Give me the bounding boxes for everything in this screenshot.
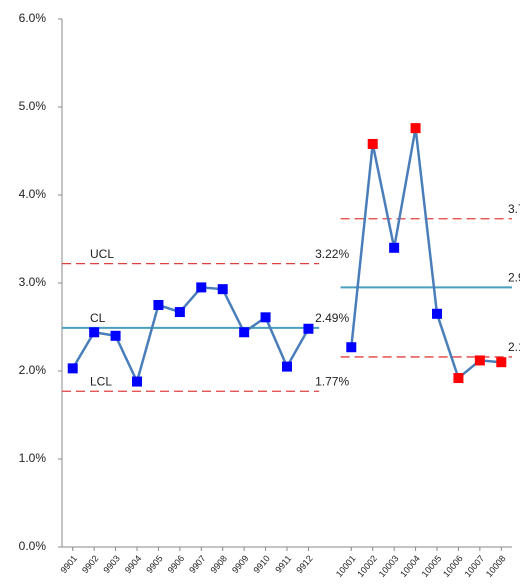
marker <box>132 376 142 387</box>
limit-value: 2.95% <box>508 271 520 285</box>
marker <box>496 357 507 368</box>
x-tick-label: 9901 <box>59 553 80 575</box>
marker <box>239 327 250 338</box>
marker <box>174 307 185 318</box>
x-tick-label: 10007 <box>462 553 486 579</box>
x-tick-label: 9906 <box>166 553 187 575</box>
y-tick-label: 0.0% <box>19 539 47 553</box>
x-tick-label: 9904 <box>123 553 144 575</box>
x-tick-label: 10004 <box>398 553 422 579</box>
marker <box>474 355 485 366</box>
marker <box>389 242 400 253</box>
x-tick-label: 9905 <box>144 553 165 575</box>
marker <box>346 342 357 353</box>
limit-name: CL <box>90 311 106 325</box>
x-tick-label: 9909 <box>230 553 251 575</box>
marker <box>367 138 378 149</box>
x-tick-label: 10002 <box>355 553 379 579</box>
y-tick-label: 2.0% <box>19 363 47 377</box>
limit-value: 3.22% <box>315 247 349 261</box>
limit-name: LCL <box>90 374 112 388</box>
x-tick-label: 9908 <box>209 553 230 575</box>
x-tick-label: 9911 <box>273 553 293 574</box>
marker <box>282 361 292 372</box>
limit-name: UCL <box>90 247 114 261</box>
x-tick-label: 10008 <box>484 553 508 579</box>
y-tick-label: 1.0% <box>19 451 47 465</box>
x-tick-label: 9910 <box>251 553 272 575</box>
marker <box>453 373 464 384</box>
x-tick-label: 10003 <box>377 553 401 579</box>
marker <box>410 123 421 134</box>
limit-value: 1.77% <box>315 374 349 388</box>
marker <box>89 327 100 338</box>
marker <box>303 323 314 334</box>
x-tick-label: 9902 <box>80 553 101 575</box>
limit-value: 3.73% <box>508 202 520 216</box>
marker <box>153 300 164 310</box>
x-tick-label: 9912 <box>294 553 315 575</box>
x-tick-label: 10005 <box>420 553 444 579</box>
series-line <box>71 127 502 386</box>
limit-value: 2.16% <box>508 340 520 354</box>
x-tick-label: 9903 <box>101 553 122 575</box>
y-tick-label: 3.0% <box>19 275 47 289</box>
marker <box>67 363 78 374</box>
x-tick-label: 10006 <box>441 553 465 579</box>
marker <box>196 282 207 293</box>
marker <box>217 284 228 295</box>
marker <box>260 312 271 323</box>
y-tick-label: 6.0% <box>19 11 47 25</box>
y-tick-label: 5.0% <box>19 99 47 113</box>
marker <box>110 330 121 341</box>
y-tick-label: 4.0% <box>19 187 47 201</box>
marker <box>432 308 442 319</box>
limit-value: 2.49% <box>315 311 349 325</box>
x-tick-label: 9907 <box>187 553 208 575</box>
x-tick-label: 10001 <box>334 553 358 579</box>
